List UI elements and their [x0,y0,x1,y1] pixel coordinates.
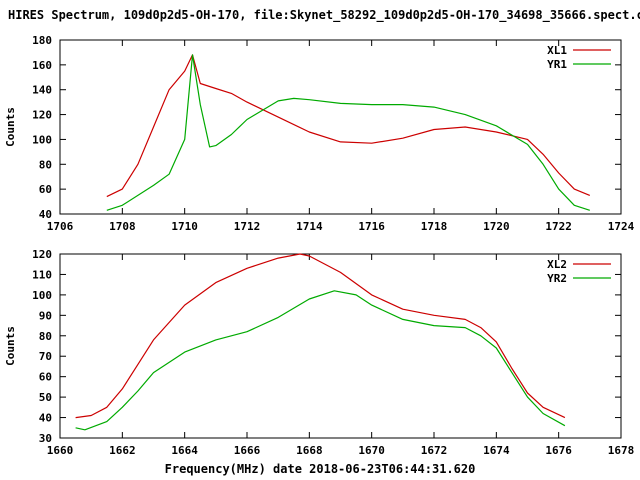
top-ytick-label: 160 [32,59,52,72]
bottom-xtick-label: 1678 [608,444,635,457]
bottom-ytick-label: 120 [32,248,52,261]
bottom-xtick-label: 1670 [358,444,385,457]
bottom-ytick-label: 30 [39,432,52,445]
bottom-xtick-label: 1668 [296,444,323,457]
bottom-ytick-label: 80 [39,330,52,343]
bottom-legend-label-yr2: YR2 [547,272,567,285]
top-plot-frame [59,39,622,215]
bottom-xtick-label: 1666 [234,444,261,457]
bottom-ytick-label: 40 [39,412,52,425]
bottom-ylabel: Counts [4,326,17,366]
bottom-ytick-label: 50 [39,391,52,404]
top-ytick-label: 40 [39,208,52,221]
bottom-ytick-label: 90 [39,309,52,322]
top-xtick-label: 1716 [358,220,385,233]
top-xtick-label: 1708 [109,220,136,233]
bottom-series-yr2 [75,290,566,431]
chart-title: HIRES Spectrum, 109d0p2d5-OH-170, file:S… [8,8,640,22]
top-ytick-label: 60 [39,183,52,196]
top-ylabel: Counts [4,107,17,147]
top-xtick-label: 1720 [483,220,510,233]
top-legend-label-xl1: XL1 [547,44,567,57]
top-xtick-label: 1710 [171,220,198,233]
top-ytick-label: 120 [32,109,52,122]
top-xtick-label: 1706 [47,220,74,233]
bottom-legend-label-xl2: XL2 [547,258,567,271]
bottom-xtick-label: 1674 [483,444,510,457]
top-xtick-label: 1722 [545,220,572,233]
bottom-ytick-label: 70 [39,350,52,363]
bottom-ytick-label: 60 [39,371,52,384]
top-ytick-label: 140 [32,84,52,97]
top-xtick-label: 1718 [421,220,448,233]
bottom-xtick-label: 1672 [421,444,448,457]
top-ytick-label: 100 [32,133,52,146]
bottom-xtick-label: 1660 [47,444,74,457]
bottom-xtick-label: 1662 [109,444,136,457]
top-chart: 40 60 80 100 120 140 160 180 1706 1708 1710 1712 171… [4,34,635,233]
top-xtick-label: 1714 [296,220,323,233]
top-series-xl1 [106,54,591,198]
bottom-xtick-label: 1664 [171,444,198,457]
top-ytick-label: 80 [39,158,52,171]
top-xtick-label: 1712 [234,220,261,233]
bottom-chart: 30 40 50 60 70 80 90 100 110 120 1660 1662 1664 1666 1… [4,248,635,457]
top-ytick-label: 180 [32,34,52,47]
top-xtick-label: 1724 [608,220,635,233]
bottom-plot-frame [59,253,622,439]
bottom-ytick-label: 100 [32,289,52,302]
bottom-ytick-label: 110 [32,268,52,281]
x-axis-label: Frequency(MHz) date 2018-06-23T06:44:31.… [164,462,476,476]
top-series-yr1 [106,54,590,211]
top-legend-label-yr1: YR1 [547,58,567,71]
bottom-xtick-label: 1676 [545,444,572,457]
bottom-series-xl2 [75,253,566,419]
